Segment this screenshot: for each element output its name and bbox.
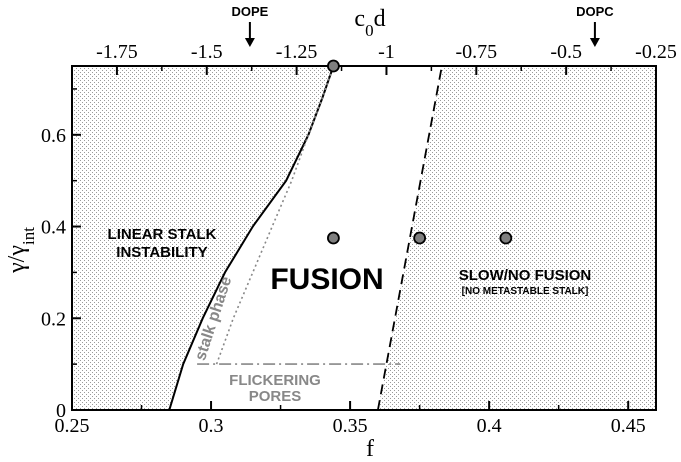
top-tick-label: -1 [378, 41, 395, 63]
shaded-region-right [377, 66, 656, 410]
top-tick-label: -0.25 [635, 41, 677, 63]
arrow-head-icon [244, 38, 255, 47]
top-axis-title-subscript: 0 [365, 21, 374, 40]
label-flickering-1: FLICKERING [229, 372, 321, 389]
data-point [499, 231, 513, 245]
top-marker-label: DOPC [576, 4, 614, 19]
shaded-region-left [72, 66, 334, 410]
top-marker-label: DOPE [231, 4, 268, 19]
label-linear-stalk-2: INSTABILITY [116, 244, 207, 261]
label-slow-fusion-2: [NO METASTABLE STALK] [462, 286, 589, 297]
linear-stalk-boundary [168, 66, 335, 410]
top-tick-label: -1.25 [276, 41, 318, 63]
label-linear-stalk-1: LINEAR STALK [108, 226, 217, 243]
arrow-head-icon [589, 38, 600, 47]
y-tick-label: 0.4 [41, 217, 66, 239]
data-point [327, 59, 340, 73]
x-tick-label: 0.4 [477, 415, 502, 437]
x-tick-label: 0.25 [55, 415, 90, 437]
y-tick-label: 0.2 [41, 308, 66, 330]
fusion-boundary [377, 66, 443, 410]
plot-frame [71, 65, 657, 411]
top-tick-label: -1.5 [191, 41, 223, 63]
x-tick-label: 0.3 [199, 415, 224, 437]
y-tick-label: 0.6 [41, 125, 66, 147]
x-tick-label: 0.45 [611, 415, 646, 437]
label-slow-fusion-1: SLOW/NO FUSION [459, 267, 592, 284]
data-point [327, 231, 340, 245]
data-point [413, 231, 427, 245]
x-tick-label: 0.35 [333, 415, 368, 437]
y-axis-title: γ/γint [4, 227, 38, 274]
x-axis-title: f [366, 436, 374, 462]
label-fusion: FUSION [270, 263, 383, 296]
label-flickering-2: PORES [249, 388, 302, 405]
top-axis-title: c0d [354, 6, 385, 40]
y-tick-label: 0 [56, 400, 66, 422]
top-tick-label: -0.5 [550, 41, 582, 63]
top-tick-label: -1.75 [96, 41, 138, 63]
y-axis-title-subscript: int [19, 227, 38, 245]
top-tick-label: -0.75 [455, 41, 497, 63]
